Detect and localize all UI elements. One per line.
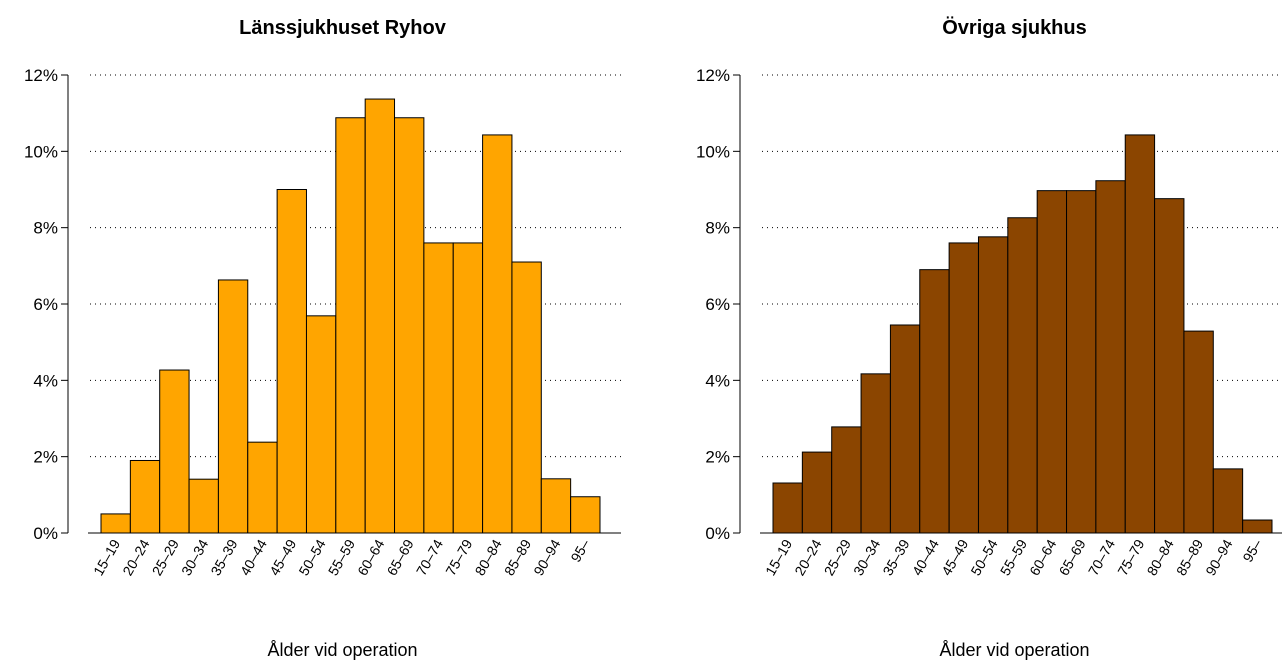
bar <box>1212 468 1244 534</box>
bar <box>1066 190 1097 534</box>
bar <box>1242 519 1273 534</box>
x-axis-label: Ålder vid operation <box>939 640 1089 660</box>
x-tick-label: 70–74 <box>413 536 446 578</box>
x-tick-label: 25–29 <box>821 536 854 578</box>
bar <box>570 496 601 534</box>
bar <box>305 315 337 534</box>
x-tick-label: 80–84 <box>472 536 505 578</box>
x-tick-label: 60–64 <box>1026 536 1059 578</box>
x-tick-label: 35–39 <box>879 536 912 578</box>
bar <box>423 242 454 534</box>
chart-panel: Övriga sjukhus Ålder vid operation 0% 2% 4% 6… <box>696 16 1282 660</box>
y-tick-label: 10% <box>24 142 58 161</box>
x-tick-label: 20–24 <box>791 536 824 578</box>
x-tick-label: 95– <box>1239 536 1265 564</box>
bar <box>159 369 190 534</box>
x-tick-label: 45–49 <box>938 536 971 578</box>
x-tick-label: 25–29 <box>149 536 182 578</box>
x-tick-label: 55–59 <box>997 536 1030 578</box>
bar <box>919 269 950 534</box>
y-tick-label: 6% <box>33 295 58 314</box>
x-tick-label: 75–79 <box>1114 536 1147 578</box>
bar <box>364 98 396 534</box>
bar <box>1154 198 1185 534</box>
bar <box>394 117 425 534</box>
x-tick-label: 65–69 <box>1055 536 1088 578</box>
y-tick-label: 2% <box>705 448 730 467</box>
x-tick-label: 50–54 <box>967 536 1000 578</box>
bar <box>335 117 366 534</box>
bar <box>1124 134 1156 534</box>
x-tick-label: 85–89 <box>1173 536 1206 578</box>
x-tick-label: 20–24 <box>119 536 152 578</box>
x-tick-label: 35–39 <box>207 536 240 578</box>
x-tick-label: 55–59 <box>325 536 358 578</box>
x-axis-label: Ålder vid operation <box>267 640 417 660</box>
chart-title: Övriga sjukhus <box>942 16 1087 39</box>
x-tick-label: 60–64 <box>354 536 387 578</box>
bar <box>247 441 278 534</box>
bar <box>1036 190 1068 534</box>
x-tick-label: 95– <box>567 536 593 564</box>
x-tick-label: 80–84 <box>1144 536 1177 578</box>
bar <box>482 134 513 534</box>
y-tick-label: 8% <box>705 219 730 238</box>
x-tick-label: 90–94 <box>1202 536 1235 578</box>
y-tick-label: 8% <box>33 219 58 238</box>
bar <box>801 451 833 534</box>
x-tick-label: 15–19 <box>90 536 123 578</box>
x-tick-label: 30–34 <box>178 536 211 578</box>
bar <box>188 478 219 534</box>
y-tick-label: 0% <box>33 524 58 543</box>
bar <box>977 236 1009 534</box>
bar <box>1183 330 1214 534</box>
y-tick-label: 2% <box>33 448 58 467</box>
x-tick-label: 40–44 <box>237 536 270 578</box>
chart-panel: Länssjukhuset Ryhov Ålder vid operation 0%… <box>24 17 622 660</box>
bar <box>129 459 161 534</box>
x-tick-label: 30–34 <box>850 536 883 578</box>
x-tick-label: 15–19 <box>762 536 795 578</box>
chart-title: Länssjukhuset Ryhov <box>239 17 447 39</box>
bar <box>948 242 979 534</box>
bar <box>100 513 131 534</box>
x-tick-label: 50–54 <box>295 536 328 578</box>
bar <box>1007 217 1038 534</box>
x-tick-label: 75–79 <box>442 536 475 578</box>
bar <box>452 242 484 534</box>
y-tick-label: 12% <box>24 66 58 85</box>
bar <box>217 279 249 534</box>
x-tick-label: 45–49 <box>266 536 299 578</box>
y-tick-label: 6% <box>705 295 730 314</box>
bar <box>540 478 572 534</box>
y-tick-label: 10% <box>696 142 730 161</box>
bar <box>772 482 803 534</box>
x-tick-label: 40–44 <box>909 536 942 578</box>
bar <box>511 261 542 534</box>
bar <box>1095 180 1126 534</box>
y-tick-label: 12% <box>696 66 730 85</box>
bar <box>276 189 307 534</box>
x-tick-label: 65–69 <box>383 536 416 578</box>
y-tick-label: 4% <box>33 371 58 390</box>
x-tick-label: 90–94 <box>530 536 563 578</box>
x-tick-label: 85–89 <box>501 536 534 578</box>
bar <box>889 324 921 534</box>
y-tick-label: 4% <box>705 371 730 390</box>
bar <box>831 426 862 534</box>
bar <box>860 373 891 534</box>
y-tick-label: 0% <box>705 524 730 543</box>
x-tick-label: 70–74 <box>1085 536 1118 578</box>
